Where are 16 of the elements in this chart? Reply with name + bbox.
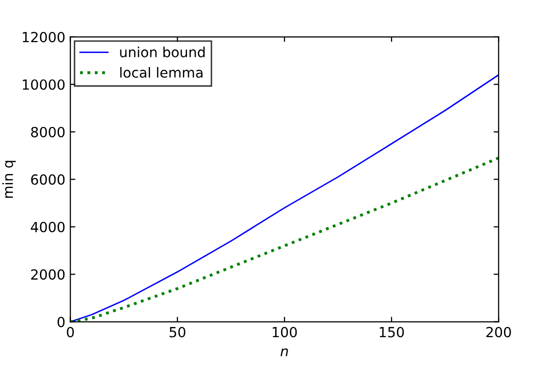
legend-label: union bound [120, 46, 205, 58]
x-tick-label: 50 [170, 326, 186, 338]
y-tick-label: 12000 [22, 32, 65, 42]
x-tick-label: 150 [380, 326, 404, 338]
y-tick-label: 0 [58, 316, 65, 328]
x-axis-title: n [280, 348, 288, 356]
y-axis-title: min q [2, 160, 16, 198]
y-tick-label: 10000 [22, 79, 65, 90]
x-tick-label: 0 [66, 326, 74, 338]
y-tick-label: 8000 [31, 126, 65, 138]
x-tick-label: 100 [272, 326, 297, 338]
y-tick-label: 2000 [31, 269, 65, 280]
y-tick-label: 6000 [31, 174, 65, 185]
x-tick-label: 200 [486, 326, 511, 338]
legend-label: local lemma [120, 67, 202, 78]
y-tick-label: 4000 [30, 222, 65, 232]
